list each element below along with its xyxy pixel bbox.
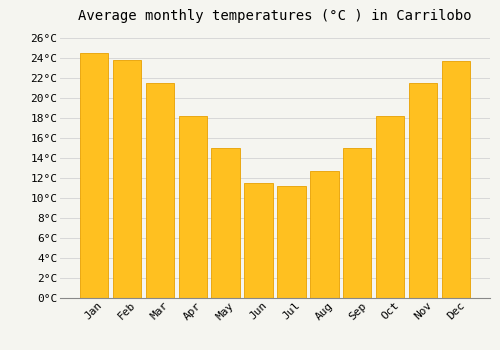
Bar (112, 60, 140, 298)
Bar (376, 116, 404, 298)
Bar (278, 186, 305, 298)
Title: Average monthly temperatures (°C ) in Carrilobo: Average monthly temperatures (°C ) in Ca… (78, 9, 472, 23)
Bar (442, 61, 470, 297)
Bar (410, 83, 438, 298)
Bar (344, 148, 371, 298)
Bar (146, 83, 174, 298)
Bar (80, 53, 108, 298)
Bar (178, 116, 206, 298)
Bar (310, 171, 338, 298)
Bar (244, 183, 272, 298)
Bar (212, 148, 240, 298)
